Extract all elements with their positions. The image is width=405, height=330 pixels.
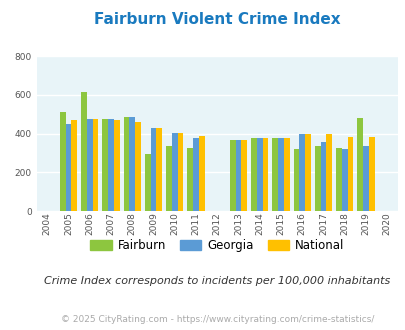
Text: © 2025 CityRating.com - https://www.cityrating.com/crime-statistics/: © 2025 CityRating.com - https://www.city… [60,315,373,324]
Bar [177,133,183,211]
Bar [326,134,331,211]
Bar [171,133,177,211]
Bar [272,138,277,211]
Text: Fairburn Violent Crime Index: Fairburn Violent Crime Index [94,12,340,26]
Bar [65,124,71,211]
Text: Crime Index corresponds to incidents per 100,000 inhabitants: Crime Index corresponds to incidents per… [44,276,389,285]
Bar [150,128,156,211]
Bar [229,140,235,211]
Bar [298,134,304,211]
Bar [362,146,368,211]
Bar [129,117,135,211]
Bar [235,141,241,211]
Bar [81,92,87,211]
Bar [256,138,262,211]
Bar [341,149,347,211]
Bar [145,154,150,211]
Bar [193,139,198,211]
Bar [71,120,77,211]
Bar [304,134,310,211]
Bar [60,112,65,211]
Bar [92,119,98,211]
Legend: Fairburn, Georgia, National: Fairburn, Georgia, National [85,234,348,256]
Bar [335,148,341,211]
Bar [87,119,92,211]
Bar [187,148,193,211]
Bar [113,120,119,211]
Bar [293,149,298,211]
Bar [347,137,352,211]
Bar [283,139,289,211]
Bar [320,142,326,211]
Bar [198,136,204,211]
Bar [241,141,247,211]
Bar [277,138,283,211]
Bar [135,122,141,211]
Bar [314,146,320,211]
Bar [156,128,162,211]
Bar [262,139,268,211]
Bar [102,119,108,211]
Bar [123,117,129,211]
Bar [356,118,362,211]
Bar [166,146,171,211]
Bar [368,137,374,211]
Bar [251,138,256,211]
Bar [108,118,113,211]
